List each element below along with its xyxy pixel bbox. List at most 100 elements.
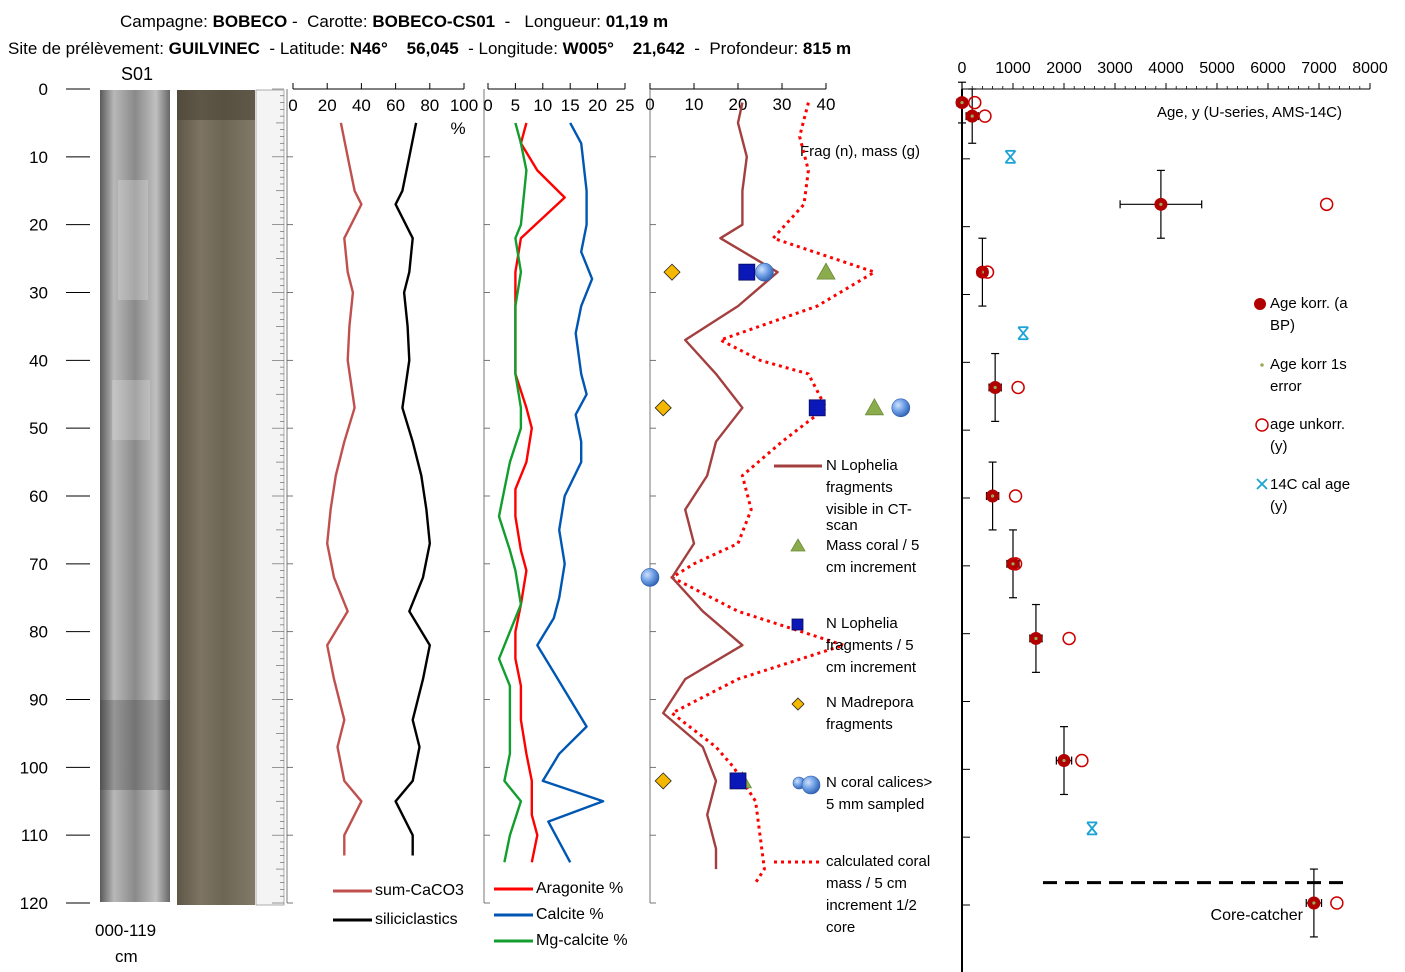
point-age-korr-err	[970, 114, 974, 118]
panel-percent: 0 20 40 60 80 100%	[286, 83, 478, 904]
point-age-unkorr	[1075, 753, 1089, 768]
point-14c-diag	[1004, 150, 1017, 164]
core-xray-highlight-2	[112, 380, 150, 440]
marker-n-lophelia	[738, 263, 756, 281]
x-tick-label: 0	[483, 96, 492, 115]
age-x-tick-label: 6000	[1250, 60, 1286, 77]
series-lophelia-ct	[662, 102, 779, 870]
legend-label-aragonite: Aragonite %	[536, 880, 624, 897]
legend-swatch-age-err	[1260, 363, 1264, 367]
core-photo-image	[177, 90, 255, 905]
legend-label-calc-mass: calculated coral mass / 5 cm increment 1…	[826, 853, 931, 936]
marker-calices	[755, 262, 774, 282]
age-x-axis-label: Age, y (U-series, AMS-14C)	[1157, 104, 1342, 121]
x-tick-label: 30	[773, 95, 792, 114]
legend-swatch-age-unkorr	[1255, 418, 1269, 432]
age-x-tick-label: 4000	[1148, 60, 1184, 77]
core-ruler	[255, 89, 285, 906]
point-age-unkorr	[1008, 489, 1023, 503]
fragments-axis-annotation: Frag (n), mass (g)	[800, 143, 920, 160]
legend-label-calcite: Calcite %	[536, 906, 604, 923]
core-xray-dark-band	[100, 700, 170, 790]
point-age-korr-err	[1034, 636, 1038, 641]
point-age-unkorr	[1062, 631, 1076, 646]
depth-tick-label: 50	[29, 419, 48, 438]
series-mg-calcite	[497, 122, 528, 863]
panel-age: 0 1000 2000 3000 4000 5000 6000 7000 8000 Age, y …	[955, 60, 1388, 972]
point-age-unkorr	[968, 95, 982, 110]
point-age-unkorr	[1011, 380, 1025, 395]
marker-mass-coral	[816, 262, 836, 280]
legend-label-sum-caco3: sum-CaCO3	[375, 882, 464, 899]
legend-label-madrepora: N Madrepora fragments	[826, 694, 914, 733]
age-x-tick-label: 1000	[995, 60, 1031, 77]
x-tick-label: 40	[352, 96, 371, 115]
legend-swatch-14c	[1256, 478, 1268, 490]
x-tick-label: 0	[288, 96, 297, 115]
marker-calices	[640, 568, 660, 587]
legend-label-age-err: Age korr 1s error	[1270, 356, 1347, 395]
legend-label-mg-calcite: Mg-calcite %	[536, 932, 628, 949]
series-calcite	[536, 122, 605, 863]
x-tick-label: 20	[588, 96, 607, 115]
core-catcher-label: Core-catcher	[1211, 907, 1304, 924]
point-age-unkorr	[1319, 197, 1334, 212]
point-14c-diag	[1086, 821, 1098, 835]
marker-n-lophelia	[808, 399, 826, 417]
depth-tick-label: 20	[29, 216, 48, 235]
depth-tick-label: 0	[39, 80, 48, 99]
panel-mineralogy: 0 5 10 15 20 25	[483, 83, 634, 904]
marker-madrepora	[663, 263, 681, 281]
legend-label-14c: 14C cal age (y)	[1270, 476, 1351, 515]
water-depth: 815 m	[802, 39, 852, 58]
core-section-label: S01	[121, 64, 154, 84]
legend-swatch-n-lophelia	[791, 618, 804, 631]
point-14c	[1086, 821, 1098, 836]
core-range-label: 000-119	[95, 921, 157, 940]
marker-n-lophelia	[729, 772, 747, 790]
header-line-1: Campagne: BOBECO - Carotte: BOBECO-CS01 …	[120, 12, 669, 31]
point-age-korr-err	[1159, 202, 1163, 206]
series-aragonite	[514, 122, 566, 863]
point-age-korr-err	[1011, 562, 1015, 566]
percent-unit-label: %	[450, 119, 465, 138]
legend-label-age-korr: Age korr. (a BP)	[1270, 295, 1348, 334]
campaign-name: BOBECO	[212, 12, 288, 31]
depth-tick-label: 10	[29, 148, 48, 167]
depth-axis: 0 10 20 30 40 50 60 70 80 90 100 110 120	[20, 80, 90, 913]
x-tick-label: 20	[318, 96, 337, 115]
legend-swatch-mass-coral	[790, 538, 806, 552]
depth-tick-label: 70	[29, 555, 48, 574]
age-x-tick-label: 0	[958, 60, 967, 77]
point-age-korr-err	[960, 100, 964, 105]
marker-madrepora	[654, 399, 672, 417]
core-name: BOBECO-CS01	[372, 12, 496, 31]
core-photo-top-band	[177, 90, 255, 120]
point-14c	[1017, 326, 1029, 341]
point-age-unkorr	[978, 109, 992, 123]
depth-tick-label: 100	[20, 758, 48, 777]
legend-swatches-left	[333, 887, 533, 943]
legend-label-siliciclastics: siliciclastics	[375, 911, 458, 928]
core-length: 01,19 m	[605, 12, 669, 31]
legend-swatch-madrepora	[791, 697, 805, 711]
depth-tick-label: 60	[29, 487, 48, 506]
legend-label-n-lophelia: N Lophelia fragments / 5 cm increment	[826, 615, 917, 676]
x-tick-label: 15	[561, 96, 580, 115]
legend-swatch-age-korr	[1254, 298, 1266, 310]
depth-tick-label: 90	[29, 691, 48, 710]
marker-calices	[891, 398, 911, 418]
point-age-korr-err	[1312, 901, 1316, 905]
age-x-tick-label: 3000	[1097, 60, 1133, 77]
legend-label-lophelia-ct: N Lophelia fragments visible in CT- scan	[826, 457, 912, 534]
age-x-tick-label: 8000	[1352, 60, 1388, 77]
legend-label-calices: N coral calices> 5 mm sampled	[826, 774, 933, 813]
core-range-unit: cm	[115, 947, 138, 966]
point-age-unkorr	[1330, 896, 1344, 910]
x-tick-label: 100	[450, 96, 478, 115]
x-tick-label: 5	[511, 96, 520, 115]
core-xray-image	[100, 90, 170, 902]
legend-swatch-calices-large	[801, 775, 821, 795]
depth-tick-label: 40	[29, 351, 48, 370]
